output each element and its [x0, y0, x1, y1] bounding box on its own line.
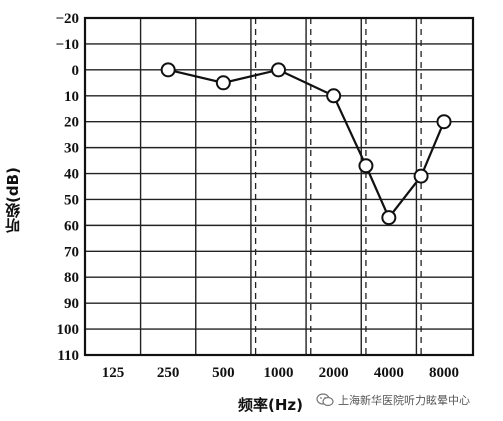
x-tick-labels: 125 250 500 1000 2000 4000 8000 — [102, 365, 459, 381]
data-point — [413, 168, 429, 184]
y-tick-label: 0 — [72, 63, 80, 79]
data-point — [381, 210, 397, 226]
y-tick-label: 50 — [64, 192, 79, 208]
data-point — [271, 62, 286, 78]
x-tick-label: 125 — [102, 365, 125, 381]
series-line — [167, 68, 446, 220]
data-point — [326, 88, 342, 104]
watermark-text: 上海新华医院听力眩晕中心 — [338, 394, 470, 407]
plot-frame — [83, 16, 475, 357]
series — [160, 62, 452, 226]
y-tick-label: 30 — [64, 141, 79, 157]
y-axis-label: 听级(dB) — [4, 167, 22, 233]
y-tick-label: 40 — [64, 167, 79, 183]
y-tick-labels: −20 −10 0 10 20 30 40 50 60 70 80 90 100 110 — [55, 11, 79, 364]
data-point — [160, 62, 176, 78]
data-point — [215, 75, 231, 91]
x-tick-label: 500 — [212, 365, 235, 381]
y-tick-label: −20 — [55, 11, 79, 27]
y-tick-label: 90 — [64, 296, 79, 312]
y-tick-label: −10 — [55, 37, 79, 53]
data-point — [358, 158, 374, 174]
grid — [83, 16, 475, 357]
x-tick-label: 8000 — [429, 365, 459, 381]
x-axis-label: 频率(Hz) — [238, 396, 303, 414]
x-tick-label: 2000 — [319, 365, 349, 381]
y-tick-label: 110 — [57, 348, 79, 364]
watermark: 上海新华医院听力眩晕中心 — [316, 392, 470, 408]
x-tick-label: 250 — [157, 365, 180, 381]
y-tick-label: 80 — [64, 270, 79, 286]
data-point — [436, 114, 452, 130]
y-tick-label: 60 — [64, 218, 79, 234]
y-tick-label: 20 — [64, 115, 79, 131]
y-tick-label: 10 — [64, 89, 79, 105]
wechat-icon — [316, 393, 334, 407]
y-tick-label: 70 — [64, 244, 79, 260]
x-tick-label: 4000 — [374, 365, 404, 381]
y-tick-label: 100 — [57, 322, 80, 338]
x-tick-label: 1000 — [264, 365, 294, 381]
